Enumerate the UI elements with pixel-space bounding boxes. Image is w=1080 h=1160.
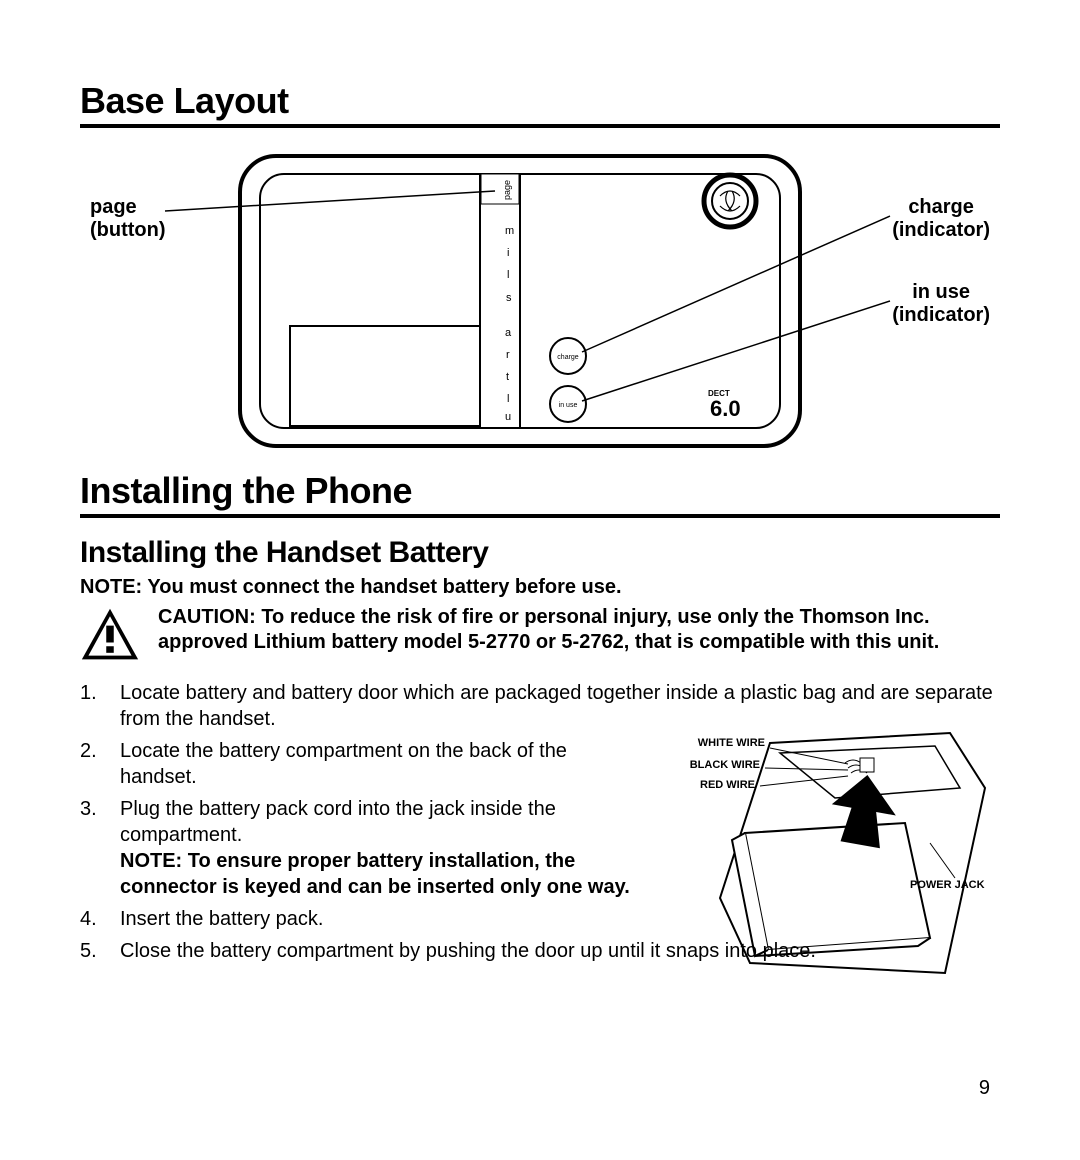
label-charge-indicator: charge(indicator) xyxy=(892,196,990,242)
svg-text:charge: charge xyxy=(557,354,579,361)
label-page-button: page(button) xyxy=(90,196,166,242)
section-base-layout: Base Layout xyxy=(80,80,1000,128)
svg-text:6.0: 6.0 xyxy=(710,396,741,421)
label-black-wire: BLACK WIRE xyxy=(670,758,760,772)
svg-text:m: m xyxy=(505,225,514,237)
note-connect-battery: NOTE: You must connect the handset batte… xyxy=(80,576,1000,599)
svg-text:l: l xyxy=(507,393,509,405)
svg-text:t: t xyxy=(506,371,509,383)
step-5: Close the battery compartment by pushing… xyxy=(80,938,1000,964)
subsection-handset-battery: Installing the Handset Battery xyxy=(80,536,1000,570)
svg-text:s: s xyxy=(506,292,512,304)
note-connector-keyed: NOTE: To ensure proper battery installat… xyxy=(120,850,630,898)
section-installing: Installing the Phone xyxy=(80,470,1000,518)
svg-text:page: page xyxy=(502,180,512,200)
label-white-wire: WHITE WIRE xyxy=(670,736,765,750)
label-red-wire: RED WIRE xyxy=(670,778,755,792)
svg-text:l: l xyxy=(507,269,509,281)
svg-text:u: u xyxy=(505,411,511,423)
svg-text:r: r xyxy=(506,349,510,361)
step-4: Insert the battery pack. xyxy=(80,906,1000,932)
label-inuse-indicator: in use(indicator) xyxy=(892,281,990,327)
svg-text:a: a xyxy=(505,327,512,339)
base-diagram: page(button) charge(indicator) in use(in… xyxy=(90,146,990,456)
caution-block: CAUTION: To reduce the risk of fire or p… xyxy=(80,605,1000,670)
page-number: 9 xyxy=(979,1077,990,1100)
steps-list: Locate battery and battery door which ar… xyxy=(80,680,1000,964)
step-1: Locate battery and battery door which ar… xyxy=(80,680,1000,732)
warning-icon xyxy=(80,605,140,670)
caution-text: CAUTION: To reduce the risk of fire or p… xyxy=(158,605,1000,670)
step-3: Plug the battery pack cord into the jack… xyxy=(80,796,640,900)
step-2: WHITE WIRE BLACK WIRE RED WIRE POWER JAC… xyxy=(80,738,640,790)
base-svg: page m i l s a r t l u charge in use DEC… xyxy=(90,146,990,456)
svg-text:in use: in use xyxy=(559,402,578,409)
label-power-jack: POWER JACK xyxy=(910,878,990,892)
svg-text:i: i xyxy=(507,247,509,259)
